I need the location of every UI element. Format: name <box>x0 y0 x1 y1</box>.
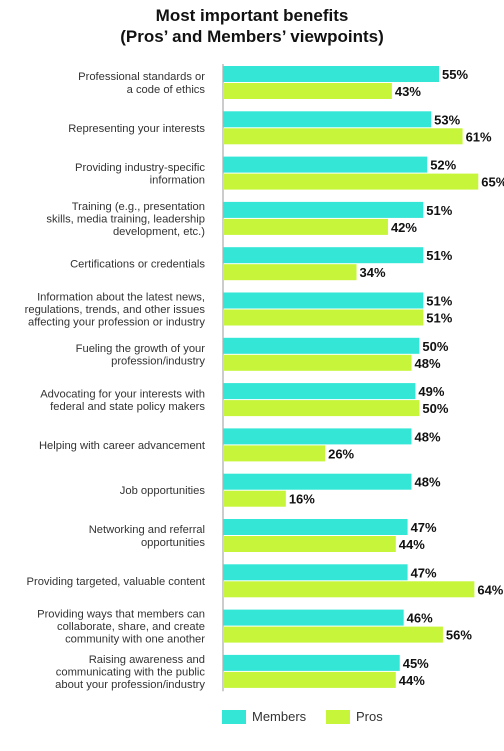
bar-members <box>223 292 424 309</box>
data-label-members: 49% <box>418 384 444 399</box>
data-label-pros: 61% <box>466 129 492 144</box>
bar-members <box>223 247 424 264</box>
legend-item-members: Members <box>222 709 306 724</box>
bar-members <box>223 337 420 354</box>
data-label-members: 45% <box>403 656 429 671</box>
data-label-pros: 56% <box>446 628 472 643</box>
data-label-members: 47% <box>411 565 437 580</box>
category-label: Providing targeted, valuable content <box>27 576 206 588</box>
bar-pros <box>223 173 479 190</box>
data-label-pros: 44% <box>399 673 425 688</box>
data-label-pros: 43% <box>395 84 421 99</box>
bar-members <box>223 564 408 581</box>
category-label: Networking and referral opportunities <box>89 524 206 549</box>
bar-pros <box>223 445 326 462</box>
data-label-members: 46% <box>407 611 433 626</box>
data-label-members: 51% <box>426 294 452 309</box>
bar-pros <box>223 83 392 99</box>
data-label-members: 48% <box>415 475 441 490</box>
bar-pros <box>223 671 396 688</box>
data-label-pros: 26% <box>328 446 354 461</box>
data-label-pros: 51% <box>426 311 452 326</box>
category-label: Job opportunities <box>120 485 206 497</box>
data-label-members: 48% <box>415 429 441 444</box>
category-label: Providing ways that members can collabora… <box>37 609 205 646</box>
data-label-members: 47% <box>411 520 437 535</box>
legend-label-pros: Pros <box>356 709 383 724</box>
category-label: Raising awareness and communicating with … <box>55 654 205 691</box>
bar-pros <box>223 354 412 371</box>
bar-pros <box>223 218 388 235</box>
bar-pros <box>223 309 424 326</box>
bar-members <box>223 519 408 535</box>
legend-swatch-members <box>222 709 246 724</box>
data-label-pros: 48% <box>415 356 441 371</box>
data-label-pros: 65% <box>481 175 504 190</box>
bar-members <box>223 156 428 173</box>
legend-item-pros: Pros <box>326 709 383 724</box>
chart-title-line-1: Most important benefits <box>155 6 349 25</box>
legend-swatch-pros <box>326 709 350 724</box>
category-label: Representing your interests <box>68 123 205 135</box>
bar-members <box>223 609 404 626</box>
data-label-members: 55% <box>442 67 468 82</box>
bar-pros <box>223 626 443 643</box>
bar-members <box>223 428 412 445</box>
legend-label-members: Members <box>252 709 307 724</box>
bar-pros <box>223 128 463 145</box>
category-label: Certifications or credentials <box>70 259 205 271</box>
bar-pros <box>223 581 475 598</box>
data-label-members: 51% <box>426 203 452 218</box>
bar-pros <box>223 264 357 281</box>
category-label: Professional standards or a code of ethic… <box>78 71 205 96</box>
category-label: Training (e.g., presentation skills, medi… <box>46 201 205 238</box>
data-label-members: 52% <box>430 158 456 173</box>
bar-members <box>223 66 439 82</box>
bar-members <box>223 111 432 128</box>
category-label: Advocating for your interests with federa… <box>40 388 205 413</box>
data-label-pros: 50% <box>422 401 448 416</box>
chart-title-line-2: (Pros’ and Members’ viewpoints) <box>120 27 384 46</box>
bar-pros <box>223 400 420 417</box>
bar-members <box>223 654 400 671</box>
category-label: Fueling the growth of your profession/ind… <box>76 343 206 368</box>
category-label: Helping with career advancement <box>39 440 206 452</box>
data-label-pros: 16% <box>289 492 315 507</box>
data-label-pros: 44% <box>399 537 425 552</box>
data-label-members: 50% <box>422 339 448 354</box>
bar-chart: Professional standards or a code of ethic… <box>25 64 504 692</box>
data-label-members: 51% <box>426 248 452 263</box>
data-label-pros: 64% <box>477 582 503 597</box>
bar-pros <box>223 490 286 507</box>
bar-members <box>223 383 416 400</box>
legend: Members Pros <box>0 709 504 729</box>
bar-members <box>223 201 424 218</box>
data-label-pros: 42% <box>391 220 417 235</box>
category-label: Information about the latest news, regula… <box>25 291 206 328</box>
data-label-members: 53% <box>434 112 460 127</box>
category-label: Providing industry-specific information <box>75 162 205 187</box>
bar-pros <box>223 536 396 552</box>
data-label-pros: 34% <box>360 265 386 280</box>
bar-members <box>223 473 412 490</box>
